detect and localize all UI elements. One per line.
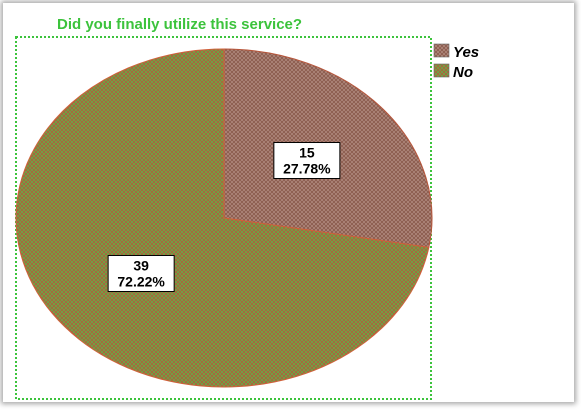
data-label-box: [273, 142, 341, 180]
data-label-count: 39: [133, 257, 149, 273]
data-label-count: 15: [299, 145, 315, 161]
legend-label-yes: Yes: [453, 44, 479, 61]
legend: Yes No: [433, 43, 479, 81]
legend-swatch-no: [433, 63, 450, 78]
data-label-box: [107, 254, 175, 292]
data-label-percent: 72.22%: [117, 273, 165, 289]
pie-slices: [15, 48, 433, 388]
chart-title: Did you finally utilize this service?: [57, 16, 302, 33]
pie-slice-no: [15, 48, 430, 388]
legend-swatch-yes: [433, 43, 450, 58]
legend-label-no: No: [453, 64, 473, 81]
data-label-percent: 27.78%: [283, 161, 331, 177]
